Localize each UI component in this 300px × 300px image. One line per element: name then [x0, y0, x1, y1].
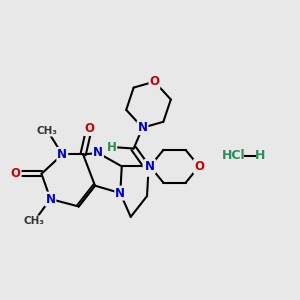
Text: N: N	[115, 187, 125, 200]
Text: N: N	[145, 160, 155, 173]
Text: N: N	[138, 121, 148, 134]
Text: N: N	[143, 163, 154, 176]
Text: H: H	[106, 140, 116, 154]
Text: CH₃: CH₃	[24, 216, 45, 226]
Text: N: N	[57, 148, 67, 161]
Text: CH₃: CH₃	[37, 126, 58, 136]
Text: O: O	[194, 160, 204, 173]
Text: O: O	[149, 75, 160, 88]
Text: HCl: HCl	[221, 149, 245, 162]
Text: O: O	[84, 122, 94, 135]
Text: N: N	[45, 193, 56, 206]
Text: H: H	[255, 149, 265, 162]
Text: N: N	[93, 146, 103, 160]
Text: O: O	[11, 167, 21, 180]
